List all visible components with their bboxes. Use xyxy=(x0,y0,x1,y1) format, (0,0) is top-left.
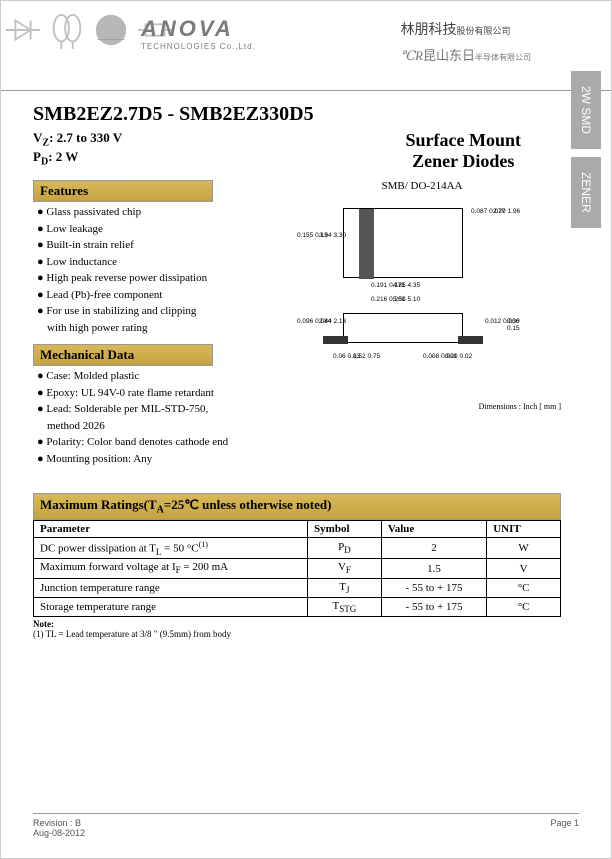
lead-left xyxy=(323,336,348,344)
date-text: Aug-08-2012 xyxy=(33,828,85,838)
mechanical-header: Mechanical Data xyxy=(33,344,213,366)
feature-item: For use in stabilizing and clipping xyxy=(33,303,283,320)
logo-subtitle: TECHNOLOGIES Co.,Ltd. xyxy=(141,42,256,51)
mechanical-item: Polarity: Color band denotes cathode end xyxy=(33,434,283,451)
dim-w1-mm: 4.85 4.35 xyxy=(393,282,420,289)
wafer-icon xyxy=(92,11,130,49)
package-diagram: 0.155 0.13 3.94 3.30 0.087 0.077 2.20 1.… xyxy=(293,198,523,398)
table-row: Storage temperature rangeTSTG- 55 to + 1… xyxy=(34,597,561,616)
cn-name-2-suffix: 半导体有限公司 xyxy=(475,53,531,62)
feature-item: High peak reverse power dissipation xyxy=(33,270,283,287)
note-label: Note: xyxy=(33,619,54,629)
col-symbol: Symbol xyxy=(308,520,382,537)
pd-value: : 2 W xyxy=(48,149,78,164)
package-top-view xyxy=(343,208,463,278)
cell-parameter: Maximum forward voltage at IF = 200 mA xyxy=(34,559,308,578)
diode-symbol-icon xyxy=(4,11,42,49)
table-row: DC power dissipation at TL = 50 °C(1)PD2… xyxy=(34,537,561,559)
cr-icon: ℃R xyxy=(401,48,423,63)
feature-item: Low inductance xyxy=(33,254,283,271)
mechanical-list: Case: Molded plastic Epoxy: UL 94V-0 rat… xyxy=(33,368,283,467)
company-logo: ANOVA TECHNOLOGIES Co.,Ltd. xyxy=(141,16,256,51)
ratings-header-text: Maximum Ratings(T xyxy=(40,497,157,512)
tab-2w-smd: 2W SMD xyxy=(571,71,601,149)
cell-unit: W xyxy=(487,537,561,559)
cell-parameter: Junction temperature range xyxy=(34,578,308,597)
cell-value: - 55 to + 175 xyxy=(381,578,486,597)
mechanical-item: Mounting position: Any xyxy=(33,451,283,468)
chinese-company-names: 林朋科技股份有限公司 ℃R昆山东日半导体有限公司 xyxy=(401,19,532,64)
cell-unit: °C xyxy=(487,578,561,597)
product-type: Surface Mount Zener Diodes xyxy=(406,130,522,172)
capacitor-icon xyxy=(48,11,86,49)
ratings-header-sub: A xyxy=(157,505,164,516)
cn-name-2: 昆山东日 xyxy=(423,48,475,63)
feature-item: Lead (Pb)-free component xyxy=(33,287,283,304)
ratings-header-tail: =25℃ unless otherwise noted) xyxy=(164,497,332,512)
note-text: (1) TL = Lead temperature at 3/8 " (9.5m… xyxy=(33,629,231,639)
ratings-table: Parameter Symbol Value UNIT DC power dis… xyxy=(33,520,561,617)
page-footer: Revision : B Aug-08-2012 Page 1 xyxy=(33,813,579,838)
mechanical-item: Epoxy: UL 94V-0 rate flame retardant xyxy=(33,385,283,402)
logo-name: ANOVA xyxy=(141,16,256,42)
page-number: Page 1 xyxy=(550,818,579,838)
page-header: ANOVA TECHNOLOGIES Co.,Ltd. 林朋科技股份有限公司 ℃… xyxy=(1,1,611,91)
dim-height-mm: 3.94 3.30 xyxy=(319,232,346,239)
cell-parameter: DC power dissipation at TL = 50 °C(1) xyxy=(34,537,308,559)
table-header-row: Parameter Symbol Value UNIT xyxy=(34,520,561,537)
dimensions-caption: Dimensions : Inch [ mm ] xyxy=(283,402,561,411)
dim-side-h-mm: 2.44 2.13 xyxy=(319,318,346,325)
col-value: Value xyxy=(381,520,486,537)
mechanical-item-cont: method 2026 xyxy=(33,418,283,435)
cell-value: 2 xyxy=(381,537,486,559)
feature-item: Built-in strain relief xyxy=(33,237,283,254)
feature-item-cont: with high power rating xyxy=(33,320,283,337)
dim-w2-mm: 5.50 5.10 xyxy=(393,296,420,303)
cn-name-1: 林朋科技 xyxy=(401,21,457,37)
feature-item: Low leakage xyxy=(33,221,283,238)
ratings-header: Maximum Ratings(TA=25℃ unless otherwise … xyxy=(33,493,561,520)
features-list: Glass passivated chip Low leakage Built-… xyxy=(33,204,283,336)
col-parameter: Parameter xyxy=(34,520,308,537)
cathode-band xyxy=(359,209,374,279)
cell-value: - 55 to + 175 xyxy=(381,597,486,616)
cell-symbol: TSTG xyxy=(308,597,382,616)
mechanical-item: Case: Molded plastic xyxy=(33,368,283,385)
table-row: Junction temperature rangeTJ- 55 to + 17… xyxy=(34,578,561,597)
mechanical-item: Lead: Solderable per MIL-STD-750, xyxy=(33,401,283,418)
product-type-line2: Zener Diodes xyxy=(406,151,522,172)
pd-label: P xyxy=(33,149,41,164)
cell-unit: °C xyxy=(487,597,561,616)
cell-parameter: Storage temperature range xyxy=(34,597,308,616)
dim-lead-mm: 1.52 0.75 xyxy=(353,353,380,360)
dim-foot-mm: 0.20 0.02 xyxy=(445,353,472,360)
tab-zener: ZENER xyxy=(571,157,601,228)
feature-item: Glass passivated chip xyxy=(33,204,283,221)
cell-value: 1.5 xyxy=(381,559,486,578)
features-header: Features xyxy=(33,180,213,202)
product-type-line1: Surface Mount xyxy=(406,130,522,151)
cell-unit: V xyxy=(487,559,561,578)
lead-right xyxy=(458,336,483,344)
revision-text: Revision : B xyxy=(33,818,85,828)
cell-symbol: VF xyxy=(308,559,382,578)
dim-top-mm: 2.20 1.96 xyxy=(493,208,520,215)
package-label: SMB/ DO-214AA xyxy=(283,180,561,192)
table-row: Maximum forward voltage at IF = 200 mAVF… xyxy=(34,559,561,578)
part-number-title: SMB2EZ2.7D5 - SMB2EZ330D5 xyxy=(33,103,561,126)
table-note: Note: (1) TL = Lead temperature at 3/8 "… xyxy=(33,619,561,639)
vz-value: : 2.7 to 330 V xyxy=(49,130,122,145)
vz-label: V xyxy=(33,130,42,145)
col-unit: UNIT xyxy=(487,520,561,537)
package-side-view xyxy=(343,313,463,343)
key-specs: VZ: 2.7 to 330 V PD: 2 W xyxy=(33,130,122,167)
dim-thick-mm: 0.30 0.15 xyxy=(507,318,523,332)
cell-symbol: TJ xyxy=(308,578,382,597)
cn-name-1-suffix: 股份有限公司 xyxy=(457,26,511,36)
side-tabs: 2W SMD ZENER xyxy=(571,71,611,236)
cell-symbol: PD xyxy=(308,537,382,559)
